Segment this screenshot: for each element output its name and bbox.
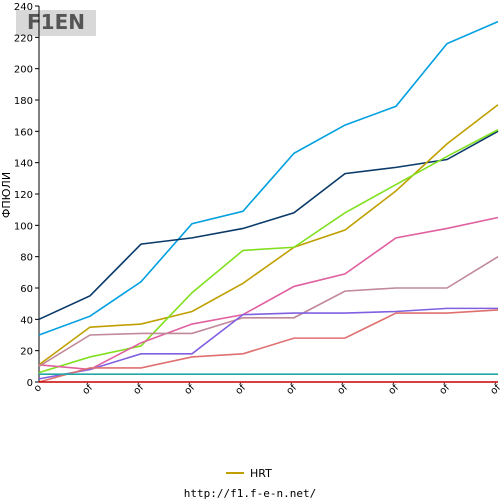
logo: F1EN <box>27 10 85 34</box>
y-tick-label: 220 <box>14 33 33 44</box>
y-tick-label: 80 <box>20 253 33 264</box>
series-line <box>38 216 499 371</box>
x-tick-label: of <box>336 382 351 397</box>
x-tick-label: of <box>183 382 198 397</box>
y-tick-label: 200 <box>14 65 33 76</box>
legend-label: HRT <box>250 467 272 480</box>
y-tick-label: 20 <box>20 347 33 358</box>
series-line <box>38 129 499 374</box>
y-tick-label: 140 <box>14 159 33 170</box>
x-tick-label: of <box>489 382 500 397</box>
x-tick-label: of <box>285 382 300 397</box>
y-tick-label: 160 <box>14 127 33 138</box>
series-line <box>38 20 499 336</box>
y-axis-label: ФПЮЛИ <box>0 172 13 218</box>
y-tick-label: 120 <box>14 190 33 201</box>
x-tick-label: of <box>132 382 147 397</box>
series-line <box>38 309 499 383</box>
series-line <box>38 255 499 368</box>
series-line <box>38 104 499 366</box>
y-tick-label: 40 <box>20 315 33 326</box>
x-tick-label: of <box>81 382 96 397</box>
y-tick-label: 240 <box>14 2 33 13</box>
series-line <box>38 130 499 321</box>
y-tick-label: 60 <box>20 284 33 295</box>
x-tick-label: of <box>438 382 453 397</box>
x-tick-label: o <box>32 382 44 394</box>
y-tick-label: 180 <box>14 96 33 107</box>
y-tick-label: 0 <box>27 378 33 389</box>
x-tick-label: of <box>387 382 402 397</box>
footer: http://f1.f-e-n.net/ <box>184 487 316 500</box>
x-tick-label: of <box>234 382 249 397</box>
series-line <box>38 307 498 380</box>
y-tick-label: 100 <box>14 221 33 232</box>
logo-bg <box>16 10 96 36</box>
